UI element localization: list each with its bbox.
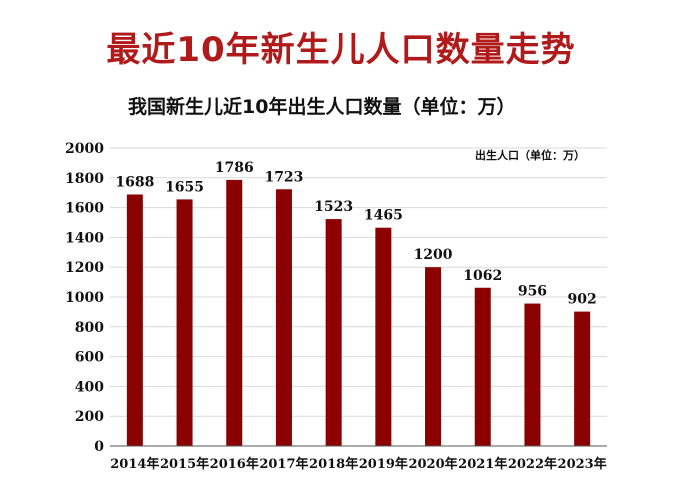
- bar: [176, 199, 193, 446]
- y-tick-label: 1800: [65, 171, 104, 187]
- x-category-label: 2014年: [110, 456, 159, 472]
- x-category-label: 2023年: [558, 456, 607, 472]
- x-category-label: 2016年: [210, 456, 259, 472]
- bar-value-label: 1200: [414, 247, 453, 263]
- y-tick-label: 2000: [65, 141, 104, 157]
- data-labels: 1688 1655 1786 1723 1523 1465 1200 1062 956 902: [115, 160, 596, 308]
- y-tick-label: 1400: [65, 230, 104, 246]
- legend-note: 出生人口（单位：万）: [475, 148, 585, 162]
- bar-value-label: 1723: [264, 169, 303, 185]
- bar: [375, 227, 392, 446]
- x-category-label: 2021年: [458, 456, 507, 472]
- y-tick-label: 200: [75, 409, 104, 425]
- x-category-label: 2015年: [160, 456, 209, 472]
- y-tick-label: 800: [75, 320, 104, 336]
- x-category-label: 2020年: [408, 456, 457, 472]
- y-tick-label: 0: [94, 439, 104, 455]
- chart-title: 我国新生儿近10年出生人口数量（单位：万）: [128, 96, 516, 118]
- bar-value-label: 1688: [115, 174, 154, 190]
- bar-value-label: 1786: [215, 160, 254, 176]
- bar: [524, 303, 541, 446]
- y-axis-ticks: 0 200 400 600 800 1000 1200 1400 1600 1800 2000: [65, 141, 104, 455]
- bar: [325, 219, 342, 446]
- y-tick-label: 1000: [65, 290, 104, 306]
- x-category-label: 2019年: [359, 456, 408, 472]
- bar: [474, 287, 491, 446]
- bar: [425, 267, 442, 446]
- bar-value-label: 956: [518, 284, 547, 300]
- bar-value-label: 1062: [463, 268, 502, 284]
- bar: [226, 179, 243, 447]
- x-category-label: 2017年: [259, 456, 308, 472]
- bar-value-label: 1655: [165, 179, 204, 195]
- x-axis-labels: 2014年 2015年 2016年 2017年 2018年 2019年 2020年 2021年…: [110, 456, 606, 472]
- y-tick-label: 1600: [65, 201, 104, 217]
- y-tick-label: 400: [75, 379, 104, 395]
- bar: [126, 194, 143, 446]
- x-category-label: 2022年: [508, 456, 557, 472]
- bars: [126, 179, 591, 447]
- x-category-label: 2018年: [309, 456, 358, 472]
- bar: [275, 189, 292, 446]
- bar-value-label: 1465: [364, 208, 403, 224]
- bar: [574, 311, 591, 446]
- y-tick-label: 600: [75, 350, 104, 366]
- bar-value-label: 902: [568, 292, 597, 308]
- main-title: 最近10年新生儿人口数量走势: [106, 30, 576, 70]
- y-tick-label: 1200: [65, 260, 104, 276]
- bar-value-label: 1523: [314, 199, 353, 215]
